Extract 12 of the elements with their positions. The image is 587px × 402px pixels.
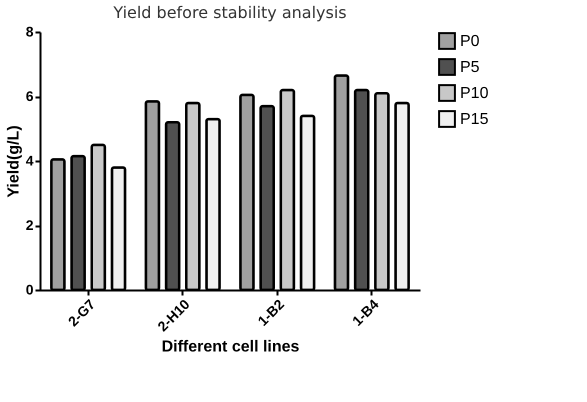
legend-label: P15	[460, 111, 489, 128]
y-axis-title: Yield(g/L)	[6, 125, 23, 198]
legend-label: P10	[460, 85, 489, 102]
y-tick-label: 6	[26, 88, 34, 104]
x-axis-title: Different cell lines	[162, 338, 300, 356]
y-tick-label: 8	[26, 24, 34, 40]
y-tick-label: 0	[26, 282, 34, 298]
y-tick-label: 2	[26, 217, 34, 233]
chart-title: Yield before stability analysis	[112, 3, 347, 22]
y-tick-label: 4	[26, 152, 34, 168]
legend-label: P0	[460, 33, 480, 50]
legend-label: P5	[460, 59, 480, 76]
